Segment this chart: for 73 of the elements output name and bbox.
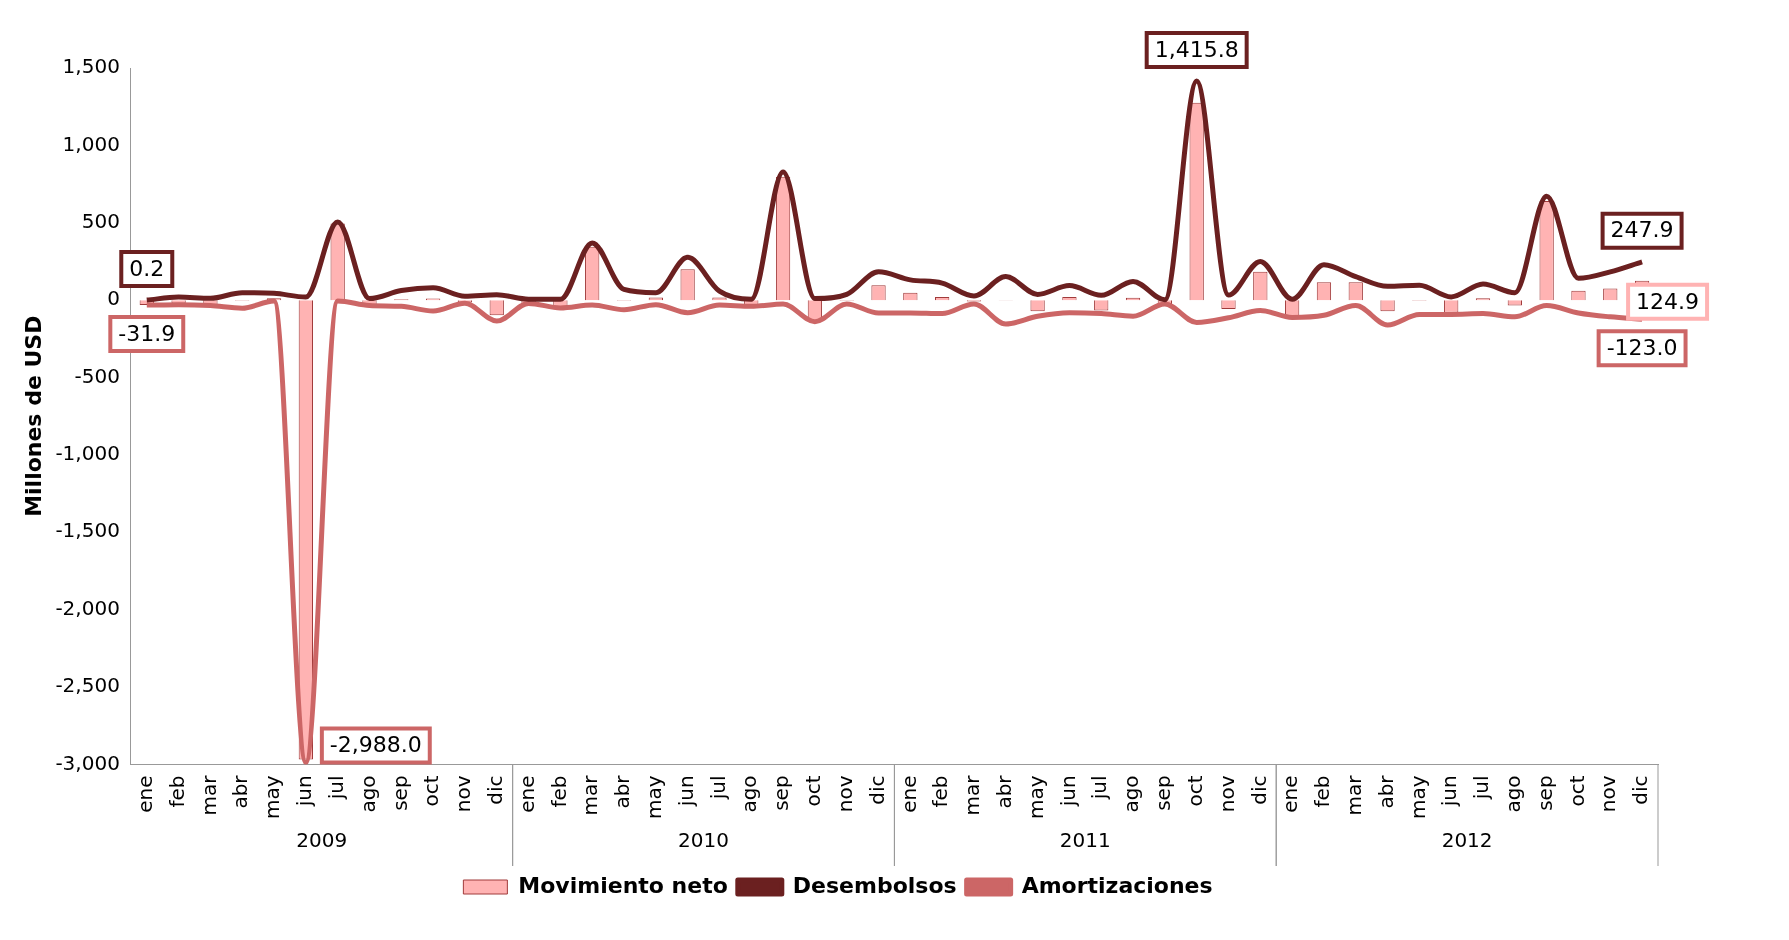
- y-tick-label: -1,000: [55, 441, 120, 466]
- x-tick-label: abr: [1373, 774, 1398, 809]
- x-tick-label: jul: [1087, 775, 1112, 801]
- x-tick-label: oct: [419, 775, 444, 807]
- x-tick-label: feb: [1310, 775, 1335, 808]
- x-tick-label: jun: [673, 775, 698, 808]
- x-tick-label: nov: [832, 775, 857, 813]
- x-tick-label: oct: [801, 775, 826, 807]
- data-label: -123.0: [1606, 334, 1678, 360]
- x-tick-label: nov: [1596, 775, 1621, 813]
- y-tick-label: -3,000: [55, 750, 120, 775]
- text: 2009: [296, 828, 348, 853]
- y-tick-label: 1,500: [62, 54, 120, 79]
- x-tick-label: nov: [1214, 775, 1239, 813]
- x-tick-label: abr: [991, 774, 1016, 809]
- x-tick-label: oct: [1564, 775, 1589, 807]
- x-tick-label: oct: [1182, 775, 1207, 807]
- x-tick-label: ago: [1119, 775, 1144, 813]
- y-tick-label: -2,500: [55, 673, 120, 698]
- x-tick-label: dic: [1628, 775, 1653, 805]
- x-tick-label: ene: [132, 775, 157, 813]
- text: 2012: [1441, 828, 1493, 853]
- text: 2010: [678, 828, 729, 853]
- y-tick-label: -500: [74, 363, 120, 388]
- x-tick-label: abr: [610, 774, 635, 809]
- x-tick-label: mar: [1341, 774, 1366, 816]
- x-tick-label: ene: [1278, 775, 1303, 813]
- x-tick-label: dic: [482, 775, 507, 805]
- y-tick-label: 0: [107, 286, 120, 311]
- x-tick-label: jul: [1469, 775, 1494, 801]
- x-tick-label: ago: [737, 775, 762, 813]
- x-tick-label: sep: [1151, 775, 1176, 811]
- x-tick-label: may: [260, 775, 285, 819]
- x-tick-label: mar: [960, 774, 985, 816]
- legend-label: Amortizaciones: [1021, 872, 1213, 898]
- data-label: 1,415.8: [1154, 36, 1239, 62]
- data-label: 124.9: [1636, 288, 1700, 314]
- legend-label: Desembolsos: [792, 872, 957, 898]
- x-tick-label: ago: [355, 775, 380, 813]
- data-label: 0.2: [129, 255, 165, 281]
- x-tick-label: jun: [1055, 775, 1080, 808]
- data-label: -31.9: [118, 320, 176, 346]
- x-tick-label: abr: [228, 774, 253, 809]
- x-tick-label: jun: [1437, 775, 1462, 808]
- y-tick-label: 1,000: [62, 131, 120, 156]
- x-tick-label: feb: [928, 775, 953, 808]
- x-tick-label: dic: [864, 775, 889, 805]
- data-label: 247.9: [1610, 217, 1674, 243]
- x-tick-label: may: [1023, 775, 1048, 819]
- y-tick-label: -1,500: [55, 518, 120, 543]
- x-tick-label: sep: [387, 775, 412, 811]
- x-tick-label: jul: [323, 775, 348, 801]
- x-tick-label: feb: [164, 775, 189, 808]
- x-tick-label: mar: [196, 774, 221, 816]
- x-tick-label: ene: [896, 775, 921, 813]
- x-tick-label: sep: [769, 775, 794, 811]
- data-label: -2,988.0: [329, 732, 422, 758]
- text: 2011: [1059, 828, 1111, 853]
- x-tick-label: ago: [1501, 775, 1526, 813]
- x-tick-label: nov: [451, 775, 476, 813]
- legend-label: Movimiento neto: [518, 872, 728, 898]
- x-tick-label: jun: [292, 775, 317, 808]
- x-tick-label: mar: [578, 774, 603, 816]
- x-tick-label: feb: [546, 775, 571, 808]
- y-tick-label: 500: [81, 208, 120, 233]
- x-tick-label: may: [1405, 775, 1430, 819]
- x-tick-label: dic: [1246, 775, 1271, 805]
- y-tick-label: -2,000: [55, 595, 120, 620]
- x-tick-label: ene: [514, 775, 539, 813]
- x-tick-label: may: [642, 775, 667, 819]
- x-tick-label: jul: [705, 775, 730, 801]
- x-tick-label: sep: [1532, 775, 1557, 811]
- y-axis-title: Millones de USD: [20, 315, 46, 517]
